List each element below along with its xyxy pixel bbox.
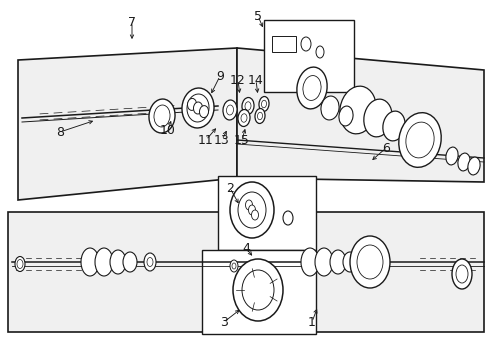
- Text: 7: 7: [128, 15, 136, 28]
- Ellipse shape: [314, 248, 332, 276]
- Ellipse shape: [229, 260, 238, 272]
- Ellipse shape: [382, 111, 405, 141]
- Text: 14: 14: [247, 73, 264, 86]
- Ellipse shape: [302, 76, 321, 100]
- Polygon shape: [202, 250, 315, 334]
- Ellipse shape: [187, 98, 196, 111]
- Ellipse shape: [223, 100, 237, 120]
- Ellipse shape: [238, 109, 249, 126]
- Ellipse shape: [356, 245, 382, 279]
- Text: 10: 10: [160, 123, 176, 136]
- Ellipse shape: [244, 102, 250, 110]
- Ellipse shape: [363, 99, 391, 137]
- Ellipse shape: [245, 200, 252, 210]
- Ellipse shape: [467, 157, 479, 175]
- Ellipse shape: [231, 263, 236, 269]
- Ellipse shape: [186, 94, 208, 122]
- Ellipse shape: [248, 205, 255, 215]
- Ellipse shape: [81, 248, 99, 276]
- Ellipse shape: [199, 105, 208, 118]
- Polygon shape: [8, 212, 483, 332]
- Ellipse shape: [261, 100, 266, 108]
- Ellipse shape: [143, 253, 156, 271]
- Ellipse shape: [457, 153, 469, 171]
- Ellipse shape: [296, 67, 326, 109]
- Ellipse shape: [251, 210, 258, 220]
- Ellipse shape: [329, 250, 346, 274]
- Ellipse shape: [110, 250, 126, 274]
- Ellipse shape: [147, 257, 153, 266]
- Ellipse shape: [301, 37, 310, 51]
- Polygon shape: [18, 48, 237, 200]
- Polygon shape: [264, 20, 353, 92]
- Ellipse shape: [229, 182, 273, 238]
- Ellipse shape: [398, 113, 440, 167]
- Ellipse shape: [95, 248, 113, 276]
- Ellipse shape: [338, 106, 352, 126]
- Ellipse shape: [320, 96, 338, 120]
- Ellipse shape: [193, 102, 202, 114]
- Ellipse shape: [349, 236, 389, 288]
- Text: 3: 3: [220, 315, 227, 328]
- Ellipse shape: [149, 99, 175, 133]
- Ellipse shape: [242, 270, 273, 310]
- Ellipse shape: [182, 88, 214, 128]
- Text: 9: 9: [216, 69, 224, 82]
- Text: 4: 4: [242, 242, 249, 255]
- Polygon shape: [237, 48, 483, 182]
- Ellipse shape: [154, 105, 170, 127]
- Text: 5: 5: [253, 9, 262, 22]
- Ellipse shape: [242, 98, 253, 114]
- Text: 2: 2: [225, 181, 233, 194]
- Text: 8: 8: [56, 126, 64, 139]
- Ellipse shape: [259, 96, 268, 112]
- Ellipse shape: [241, 114, 246, 122]
- Text: 11: 11: [198, 134, 213, 147]
- Ellipse shape: [257, 112, 262, 120]
- Ellipse shape: [451, 259, 471, 289]
- Ellipse shape: [339, 86, 375, 134]
- Text: 13: 13: [214, 134, 229, 147]
- Ellipse shape: [342, 252, 356, 272]
- Ellipse shape: [445, 147, 457, 165]
- Ellipse shape: [405, 122, 433, 158]
- Ellipse shape: [455, 265, 467, 283]
- Ellipse shape: [254, 108, 264, 123]
- Text: 15: 15: [234, 134, 249, 147]
- Ellipse shape: [301, 248, 318, 276]
- Text: 12: 12: [230, 73, 245, 86]
- Polygon shape: [218, 176, 315, 250]
- Text: 1: 1: [307, 315, 315, 328]
- Ellipse shape: [123, 252, 137, 272]
- Ellipse shape: [17, 260, 23, 269]
- Polygon shape: [271, 36, 295, 52]
- Ellipse shape: [15, 256, 25, 271]
- Ellipse shape: [226, 105, 233, 115]
- Text: 6: 6: [381, 141, 389, 154]
- Ellipse shape: [232, 259, 283, 321]
- Ellipse shape: [238, 192, 265, 228]
- Ellipse shape: [283, 211, 292, 225]
- Ellipse shape: [315, 46, 324, 58]
